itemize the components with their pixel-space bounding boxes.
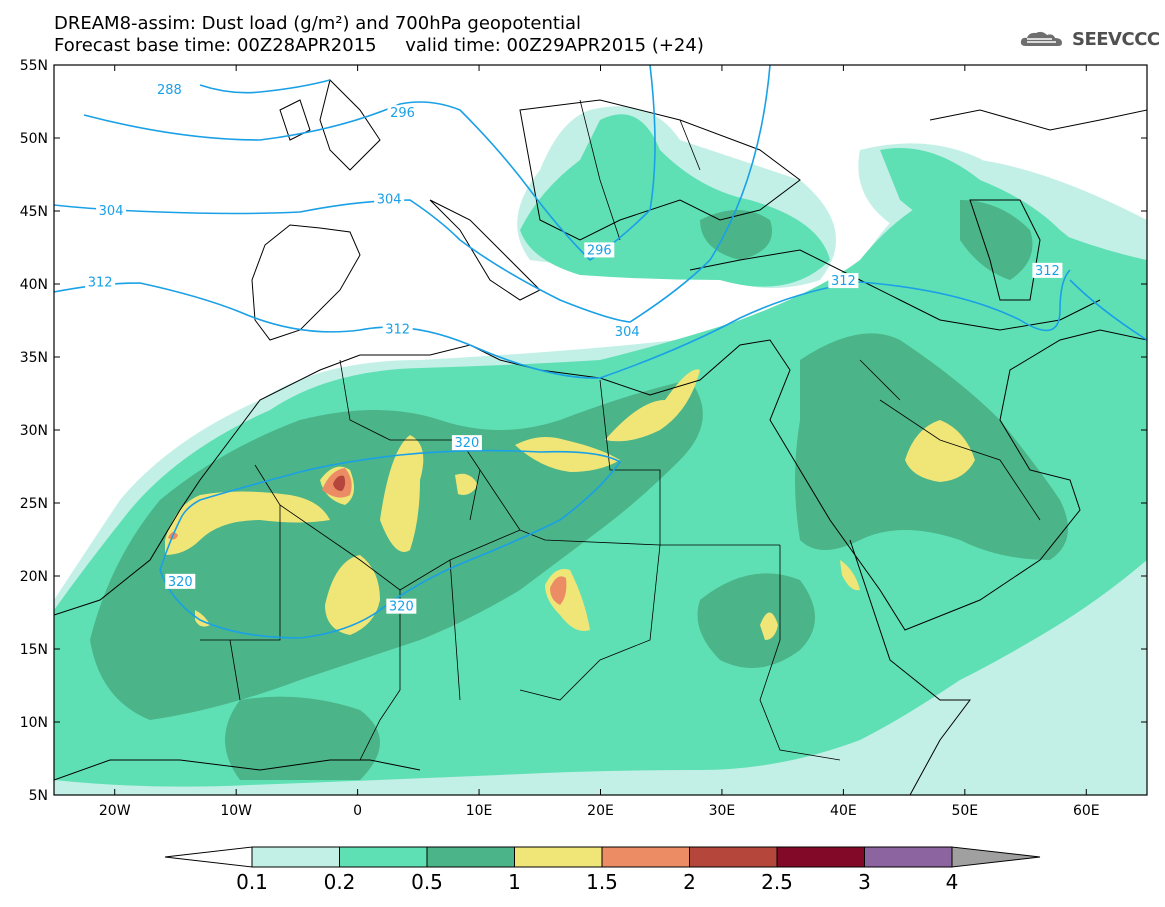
colorbar-segment [426,846,515,868]
colorbar-segment [601,846,690,868]
contour-label-bg [387,105,418,121]
contour-label: 296 [390,106,415,121]
contour-label: 304 [99,204,124,219]
colorbar-level-label: 0.2 [324,870,356,894]
y-tick-label: 55N [20,58,48,74]
x-tick-label: 20W [99,803,131,819]
x-tick-label: 50E [951,803,978,819]
y-tick-label: 5N [29,788,48,804]
colorbar-segment [339,846,428,868]
cloud-logo-icon [1020,31,1062,46]
x-tick-label: 30E [709,803,736,819]
dust-field-1-1.5 [165,369,975,640]
y-tick-label: 15N [20,642,48,658]
colorbar-segment [251,846,340,868]
x-tick-label: 0 [353,803,362,819]
contour-label: 312 [88,276,113,291]
contour-label: 312 [385,322,410,337]
x-tick-label: 10W [220,803,252,819]
contour-288 [199,79,331,94]
contour-label: 320 [168,575,193,590]
contour-label: 296 [587,243,612,258]
colorbar-level-label: 3 [858,870,871,894]
seevccc-logo: SEEVCCC [1018,28,1160,50]
contour-304 [54,65,771,323]
colorbar-under-arrow [164,846,253,868]
forecast-time-line: Forecast base time: 00Z28APR2015 valid t… [54,35,704,56]
logo-text: SEEVCCC [1072,28,1160,50]
y-tick-label: 25N [20,496,48,512]
colorbar-level-label: 0.5 [411,870,443,894]
x-tick-label: 40E [830,803,857,819]
colorbar-level-label: 1.5 [586,870,618,894]
contour-label: 312 [831,274,856,289]
contour-label-bg [612,324,643,340]
contour-label: 304 [615,325,640,340]
contour-label-bg [1032,262,1063,278]
y-tick-label: 45N [20,204,48,220]
dust-field-2-2.5 [333,475,346,491]
contour-296 [83,65,656,262]
x-tick-label: 20E [587,803,614,819]
contour-label-bg [451,435,482,451]
colorbar-segment [689,846,778,868]
y-tick-label: 35N [20,350,48,366]
x-tick-label: 10E [466,803,493,819]
x-tick-label: 60E [1073,803,1100,819]
contour-label: 312 [1035,264,1060,279]
contour-label: 320 [454,436,479,451]
y-tick-label: 50N [20,131,48,147]
contour-label: 304 [377,192,402,207]
colorbar-level-label: 0.1 [236,870,268,894]
contour-label-bg [374,191,405,207]
contour-label-bg [386,598,417,614]
contour-label-bg [154,81,185,97]
contour-label-bg [85,274,116,290]
colorbar-level-label: 1 [508,870,521,894]
geopotential-contours [54,65,1147,639]
contour-label: 288 [157,83,182,98]
contour-label: 320 [389,600,414,615]
contour-label-bg [382,321,413,337]
y-tick-label: 30N [20,423,48,439]
colorbar-level-label: 4 [946,870,959,894]
contour-320 [159,449,622,639]
contour-312 [54,269,1071,379]
coastlines [54,79,1147,795]
contour-label-bg [96,203,127,218]
colorbar: 0.1 0.2 0.5 1 1.5 2 2.5 3 4 [164,846,1041,894]
contour-312-east [1069,279,1147,341]
colorbar-segment [776,846,865,868]
y-tick-label: 40N [20,277,48,293]
colorbar-level-label: 2.5 [761,870,793,894]
colorbar-over-arrow [951,846,1041,868]
colorbar-level-label: 2 [683,870,696,894]
country-borders [200,99,1041,761]
colorbar-segment [514,846,603,868]
y-tick-label: 20N [20,569,48,585]
y-tick-label: 10N [20,715,48,731]
colorbar-segment [864,846,953,868]
map-title: DREAM8-assim: Dust load (g/m²) and 700hP… [54,13,581,34]
contour-label-bg [828,273,859,289]
contour-label-bg [584,242,615,258]
contour-label-bg [165,573,196,589]
